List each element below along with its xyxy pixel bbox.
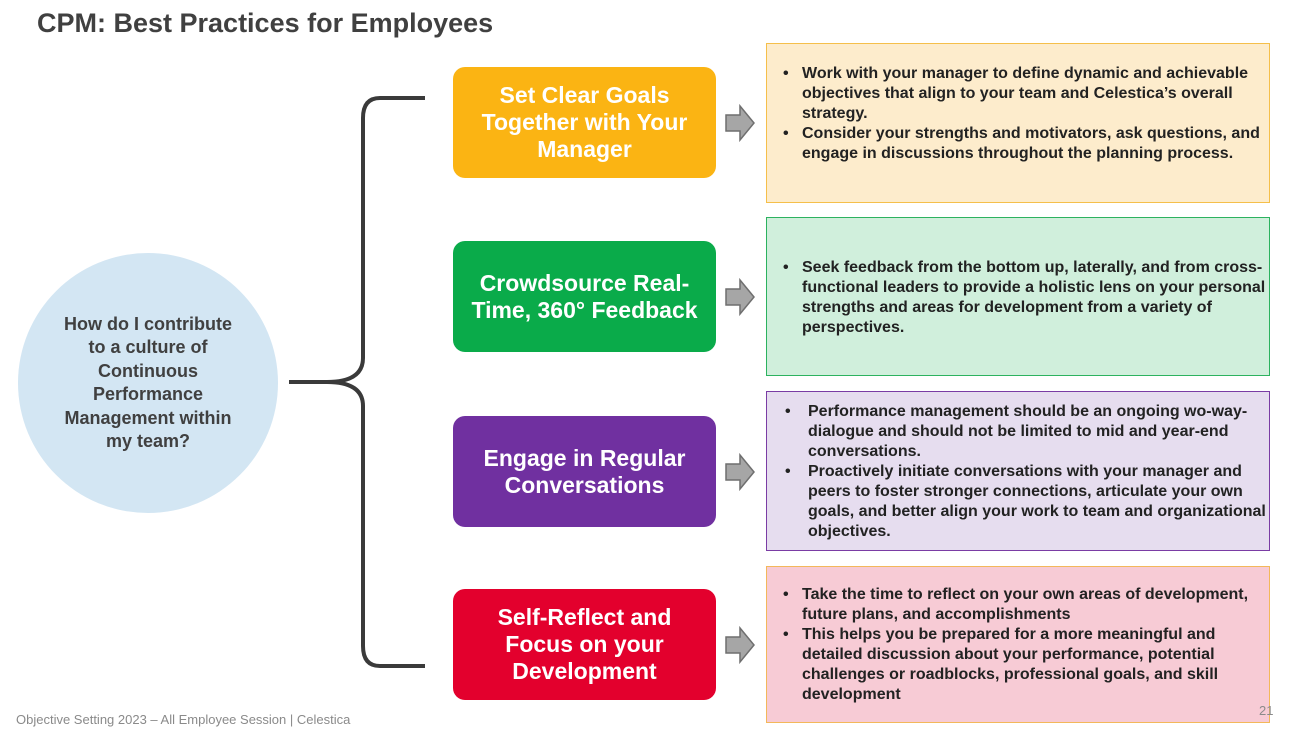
practice-details-feedback: Seek feedback from the bottom up, latera… bbox=[766, 217, 1270, 376]
question-circle: How do I contribute to a culture of Cont… bbox=[18, 253, 278, 513]
arrow-right-icon bbox=[725, 625, 755, 665]
practice-details-goals: Work with your manager to define dynamic… bbox=[766, 43, 1270, 203]
practice-details-development: Take the time to reflect on your own are… bbox=[766, 566, 1270, 723]
bullet-item: Performance management should be an ongo… bbox=[767, 402, 1269, 462]
practice-details-conversations: Performance management should be an ongo… bbox=[766, 391, 1270, 551]
practice-label: Self-Reflect and Focus on your Developme… bbox=[497, 604, 672, 684]
bullet-item: This helps you be prepared for a more me… bbox=[767, 625, 1269, 705]
practice-box-development: Self-Reflect and Focus on your Developme… bbox=[453, 589, 716, 700]
bullet-item: Seek feedback from the bottom up, latera… bbox=[767, 258, 1269, 338]
bullet-item: Work with your manager to define dynamic… bbox=[767, 64, 1269, 124]
arrow-right-icon bbox=[725, 277, 755, 317]
practice-label: Crowdsource Real-Time, 360° Feedback bbox=[471, 269, 698, 323]
practice-label: Engage in Regular Conversations bbox=[483, 444, 686, 498]
page-number: 21 bbox=[1259, 703, 1274, 718]
question-text: How do I contribute to a culture of Cont… bbox=[64, 313, 232, 452]
practice-box-feedback: Crowdsource Real-Time, 360° Feedback bbox=[453, 241, 716, 352]
slide-title: CPM: Best Practices for Employees bbox=[37, 8, 494, 38]
curly-brace bbox=[289, 96, 425, 668]
practice-box-conversations: Engage in Regular Conversations bbox=[453, 416, 716, 527]
bullet-item: Proactively initiate conversations with … bbox=[767, 462, 1269, 542]
arrow-right-icon bbox=[725, 103, 755, 143]
practice-label: Set Clear Goals Together with Your Manag… bbox=[481, 82, 688, 162]
practice-box-goals: Set Clear Goals Together with Your Manag… bbox=[453, 67, 716, 178]
bullet-item: Consider your strengths and motivators, … bbox=[767, 124, 1269, 164]
bullet-item: Take the time to reflect on your own are… bbox=[767, 585, 1269, 625]
arrow-right-icon bbox=[725, 452, 755, 492]
footer-text: Objective Setting 2023 – All Employee Se… bbox=[16, 712, 351, 727]
